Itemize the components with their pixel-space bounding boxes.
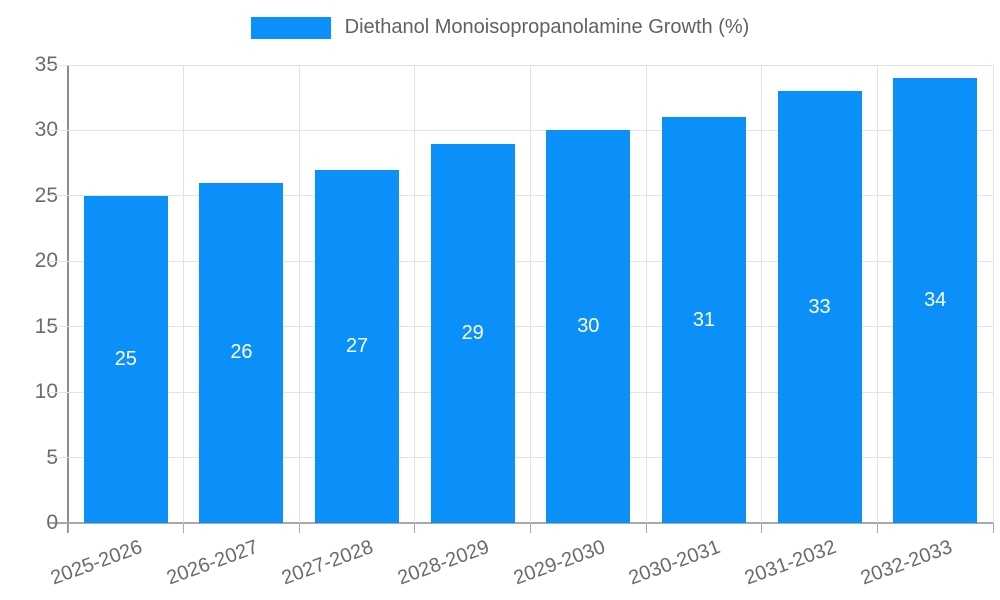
bar: 25 <box>83 195 168 523</box>
gridline-horizontal <box>48 326 993 328</box>
y-axis-label: 30 <box>34 118 58 142</box>
gridline-horizontal <box>48 129 993 131</box>
bar-value-label: 27 <box>345 334 369 357</box>
gridline-horizontal <box>48 260 993 262</box>
gridline-vertical <box>298 65 300 523</box>
gridline-horizontal <box>48 457 993 459</box>
x-axis-tick <box>761 523 763 533</box>
legend-label: Diethanol Monoisopropanolamine Growth (%… <box>344 16 750 38</box>
bar: 34 <box>893 78 978 523</box>
gridline-horizontal <box>48 391 993 393</box>
x-axis-label: 2027-2028 <box>279 536 377 590</box>
x-axis-tick <box>992 523 994 533</box>
bar-value-label: 30 <box>577 315 600 338</box>
x-axis-tick <box>298 523 300 533</box>
gridline-horizontal <box>48 64 993 66</box>
gridline-vertical <box>992 65 994 523</box>
gridline-vertical <box>761 65 763 523</box>
gridline-vertical <box>645 65 647 523</box>
legend-item[interactable]: Diethanol Monoisopropanolamine Growth (%… <box>250 16 750 39</box>
x-axis-label: 2030-2031 <box>626 536 724 590</box>
bar-value-label: 33 <box>808 295 831 318</box>
y-axis-label: 25 <box>34 183 58 207</box>
gridline-horizontal <box>48 195 993 197</box>
y-axis-label: 10 <box>34 380 58 404</box>
bar-value-label: 29 <box>461 321 484 344</box>
plot-area: 25 26 27 29 30 31 33 34 <box>48 64 994 533</box>
x-axis-label: 2025-2026 <box>47 536 146 590</box>
gridline-vertical <box>183 65 185 523</box>
bar-value-label: 31 <box>692 308 716 331</box>
bar-value-label: 34 <box>924 289 947 312</box>
x-axis-tick <box>414 523 416 533</box>
y-axis-label: 0 <box>46 511 58 534</box>
x-axis-tick <box>183 523 185 533</box>
gridline-vertical <box>414 65 416 523</box>
x-axis-tick <box>67 523 69 533</box>
y-axis-line <box>67 65 69 533</box>
y-axis-label: 20 <box>34 249 58 273</box>
x-axis-label: 2029-2030 <box>510 536 608 590</box>
y-axis-label: 35 <box>34 53 58 76</box>
gridline-vertical <box>876 65 878 523</box>
x-axis-line <box>48 522 993 524</box>
gridline-vertical <box>530 65 531 523</box>
bar: 30 <box>546 130 631 523</box>
x-axis-tick <box>645 523 647 533</box>
x-axis-tick <box>876 523 878 533</box>
y-axis-label: 15 <box>34 314 58 338</box>
x-axis-tick <box>530 523 531 533</box>
bar-value-label: 26 <box>230 341 253 364</box>
bar: 31 <box>661 117 746 523</box>
bar: 27 <box>315 169 400 523</box>
bar: 33 <box>777 91 862 523</box>
legend-swatch <box>250 16 331 39</box>
bar: 29 <box>430 143 515 523</box>
bar-value-label: 25 <box>114 347 137 370</box>
legend: Diethanol Monoisopropanolamine Growth (%… <box>0 16 1000 39</box>
x-axis-label: 2032-2033 <box>857 536 955 590</box>
x-axis-label: 2031-2032 <box>741 536 840 590</box>
bar: 26 <box>199 182 284 523</box>
x-axis-label: 2026-2027 <box>163 536 261 590</box>
x-axis-label: 2028-2029 <box>394 536 493 590</box>
